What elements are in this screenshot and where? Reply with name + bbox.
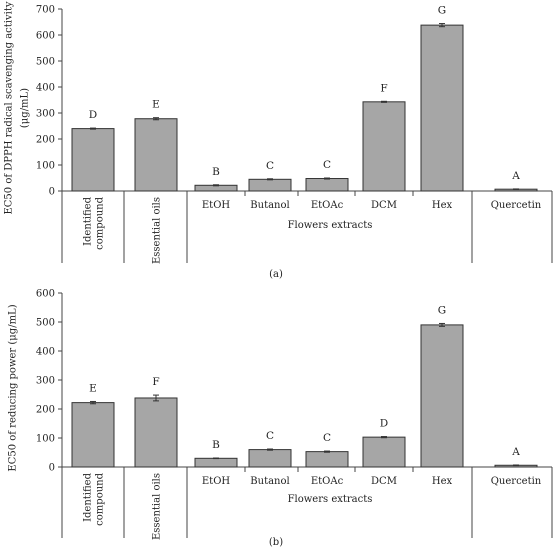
bar-4: [248, 449, 292, 468]
y-tick-label: 300: [36, 109, 55, 120]
chart-panel-2: 0 100 200 300 400 500 600 EC50 of reducing powe…: [8, 289, 553, 548]
error-bar-8: [513, 464, 519, 467]
significance-letter-4: C: [266, 160, 274, 172]
category-label-8: Quercetin: [491, 200, 542, 211]
category-label-8: Quercetin: [491, 476, 542, 487]
y-tick-label: 500: [36, 57, 55, 68]
category-label-3: EtOH: [202, 200, 231, 211]
group-label: Flowers extracts: [288, 220, 373, 231]
significance-letter-1: D: [89, 109, 97, 121]
significance-letter-5: C: [323, 159, 331, 171]
bar-5: [305, 178, 349, 192]
panel-label: (a): [269, 269, 283, 280]
significance-letter-8: A: [511, 170, 520, 182]
bar-6: [362, 101, 406, 192]
bar-7: [420, 324, 464, 468]
significance-letter-7: G: [438, 5, 446, 17]
y-axis-label-unit: (μg/mL): [20, 88, 31, 128]
category-label-1: compound: [95, 472, 106, 525]
category-label-5: EtOAc: [311, 200, 344, 211]
y-tick-label: 600: [36, 289, 55, 300]
error-bar-3: [213, 457, 219, 460]
y-tick-label: 100: [36, 161, 55, 172]
y-tick-label: 200: [36, 135, 55, 146]
category-label-7: Hex: [432, 200, 453, 211]
error-bar-7: [439, 23, 445, 28]
group-label: Flowers extracts: [288, 494, 373, 505]
category-label-6: DCM: [371, 476, 397, 487]
significance-letter-1: E: [89, 382, 97, 394]
error-bar-7: [439, 322, 445, 327]
bar-7: [420, 24, 464, 192]
error-bar-5: [324, 450, 330, 453]
error-bar-4: [267, 448, 273, 451]
y-tick-label: 600: [36, 31, 55, 42]
significance-letter-7: G: [438, 304, 446, 316]
significance-letter-2: E: [152, 99, 160, 111]
y-tick-label: 0: [49, 187, 55, 198]
y-tick-label: 700: [36, 5, 55, 16]
error-bar-8: [513, 188, 519, 190]
error-bar-5: [324, 177, 330, 180]
category-label-2: Essential oils: [152, 473, 163, 540]
bar-1: [71, 402, 115, 468]
category-label-3: EtOH: [202, 476, 231, 487]
significance-letter-2: F: [152, 376, 159, 388]
y-tick-label: 400: [36, 83, 55, 94]
error-bar-1: [90, 127, 96, 130]
bar-4: [248, 178, 292, 192]
category-label-1: Identified: [83, 196, 94, 246]
category-label-5: EtOAc: [311, 476, 344, 487]
error-bar-6: [381, 436, 387, 439]
y-tick-label: 300: [36, 376, 55, 387]
bar-2: [134, 118, 178, 192]
significance-letter-4: C: [266, 430, 274, 442]
error-bar-2: [153, 394, 159, 402]
category-label-1: Identified: [83, 472, 94, 522]
bar-1: [71, 128, 115, 192]
error-bar-6: [381, 100, 387, 103]
category-label-1: compound: [95, 196, 106, 249]
significance-letter-6: F: [380, 82, 387, 94]
category-label-4: Butanol: [250, 200, 289, 211]
y-tick-label: 0: [49, 463, 55, 474]
y-tick-label: 400: [36, 347, 55, 358]
significance-letter-3: B: [212, 166, 220, 178]
error-bar-1: [90, 400, 96, 405]
significance-letter-6: D: [380, 418, 388, 430]
category-label-4: Butanol: [250, 476, 289, 487]
category-label-7: Hex: [432, 476, 453, 487]
error-bar-4: [267, 178, 273, 181]
error-bar-3: [213, 184, 219, 187]
y-axis-label: EC50 of reducing power (μg/mL): [8, 304, 19, 471]
y-axis-label: EC50 of DPPH radical scavenging activity: [4, 1, 15, 214]
y-tick-label: 500: [36, 318, 55, 329]
significance-letter-8: A: [511, 446, 520, 458]
chart-panel-1: 0 100 200 300 400 500 600 700 EC50 of DPPH radic…: [4, 1, 553, 280]
bar-3: [194, 457, 238, 468]
panel-label: (b): [269, 537, 283, 548]
y-tick-label: 100: [36, 434, 55, 445]
y-tick-label: 200: [36, 405, 55, 416]
category-label-2: Essential oils: [152, 197, 163, 264]
bar-6: [362, 436, 406, 468]
significance-letter-3: B: [212, 439, 220, 451]
bar-5: [305, 451, 349, 468]
error-bar-2: [153, 117, 159, 121]
category-label-6: DCM: [371, 200, 397, 211]
significance-letter-5: C: [323, 432, 331, 444]
bar-2: [134, 397, 178, 468]
